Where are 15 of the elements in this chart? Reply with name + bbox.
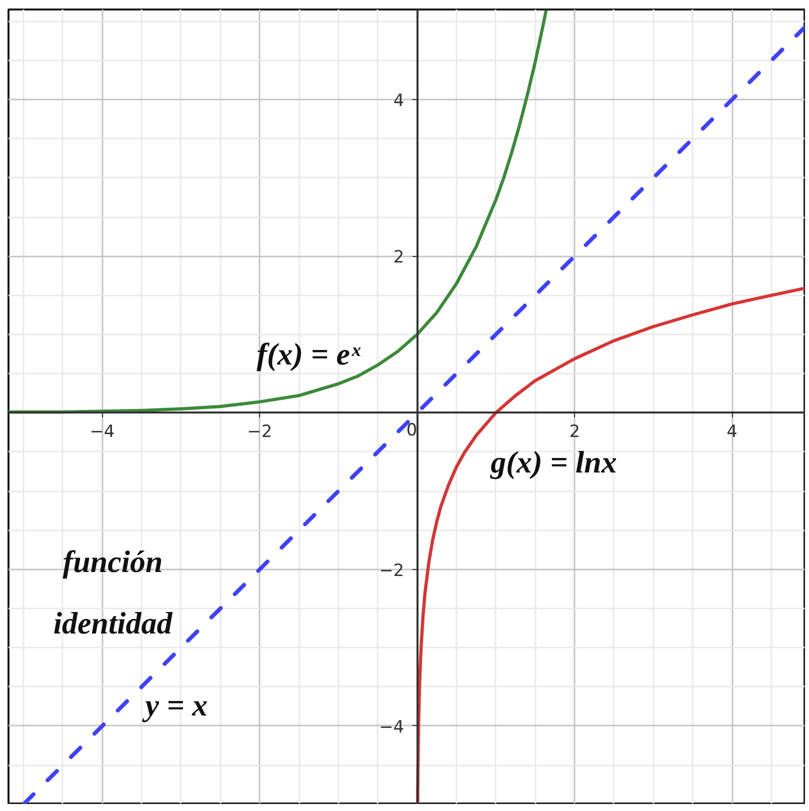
y-tick-label: −4 [379, 717, 404, 738]
annotation: función identidad [53, 544, 173, 640]
x-tick-label: 2 [569, 422, 580, 442]
line-series [8, 10, 548, 414]
x-tick-label: −2 [247, 422, 272, 442]
y-tick-label: 2 [393, 248, 404, 268]
x-tick-label: 0 [406, 420, 418, 440]
annotation: g(x) = lnx [490, 444, 617, 480]
y-tick-label: −2 [379, 560, 404, 581]
annotation: f(x) = eˣ [256, 336, 362, 372]
x-tick-label: 4 [726, 422, 738, 442]
x-tick-label: −4 [90, 422, 115, 442]
annotation: y = x [141, 688, 208, 723]
y-tick-label: 4 [393, 91, 404, 112]
line-series [416, 286, 804, 804]
